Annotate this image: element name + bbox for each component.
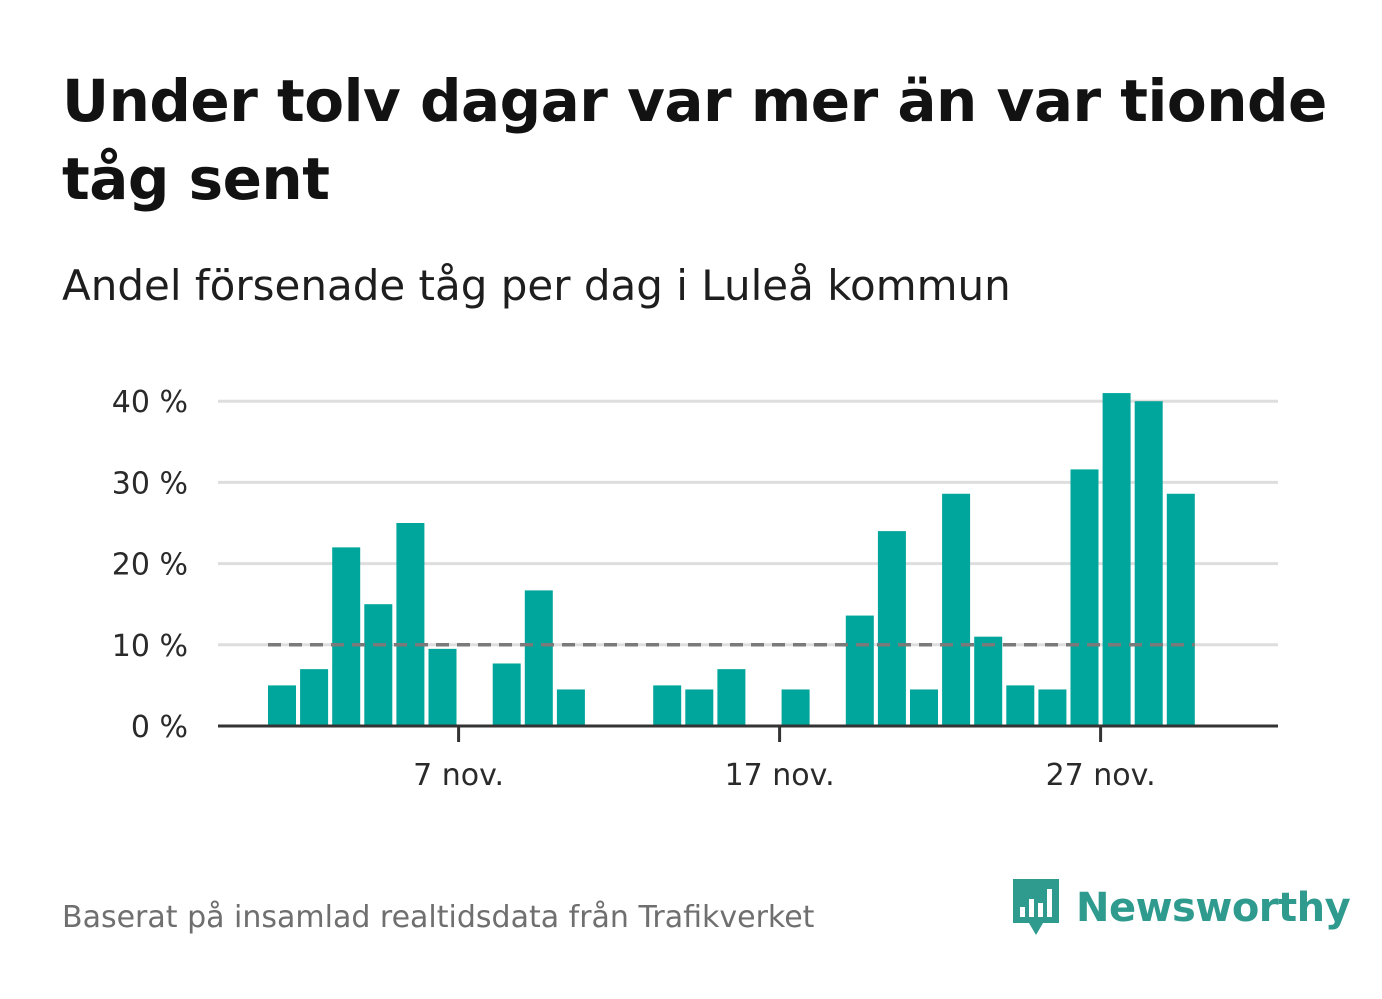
bar (524, 590, 553, 726)
x-tick-label: 17 nov. (725, 758, 835, 793)
bar (845, 615, 874, 726)
bar (364, 604, 393, 726)
y-tick-label: 30 % (112, 466, 188, 501)
x-tick-label: 7 nov. (413, 758, 504, 793)
y-tick-label: 40 % (112, 385, 188, 420)
bar (653, 685, 682, 726)
bar (974, 636, 1003, 726)
bar (685, 689, 714, 726)
bar (877, 531, 906, 726)
source-note: Baserat på insamlad realtidsdata från Tr… (62, 900, 815, 935)
bar (1166, 493, 1195, 726)
bar (268, 685, 296, 726)
bar (300, 669, 329, 726)
y-tick-label: 20 % (112, 548, 188, 583)
bar (396, 523, 425, 726)
bar (332, 547, 361, 726)
bar (717, 669, 746, 726)
bar (1070, 469, 1099, 726)
bar (428, 648, 457, 726)
bar (781, 689, 810, 726)
bar (1102, 393, 1131, 726)
bars (268, 393, 1195, 726)
y-tick-label: 10 % (112, 629, 188, 664)
brand-logo: Newsworthy (1010, 876, 1351, 940)
bar (910, 689, 938, 726)
y-tick-labels: 0 % 10 % 20 % 30 % 40 % (112, 385, 188, 745)
chart-subtitle: Andel försenade tåg per dag i Luleå komm… (62, 261, 1011, 310)
bar (492, 663, 521, 726)
bar (556, 689, 585, 726)
bar (1038, 689, 1067, 726)
bar (1134, 401, 1163, 726)
x-tick-label: 27 nov. (1046, 758, 1156, 793)
bar (1006, 685, 1035, 726)
brand-name: Newsworthy (1076, 885, 1351, 931)
bar (942, 493, 971, 726)
chart-title: Under tolv dagar var mer än var tionde t… (62, 67, 1327, 213)
newsworthy-logo-icon (1013, 879, 1059, 935)
x-tick-labels: 7 nov. 17 nov. 27 nov. (413, 726, 1156, 793)
y-tick-label: 0 % (131, 710, 188, 745)
